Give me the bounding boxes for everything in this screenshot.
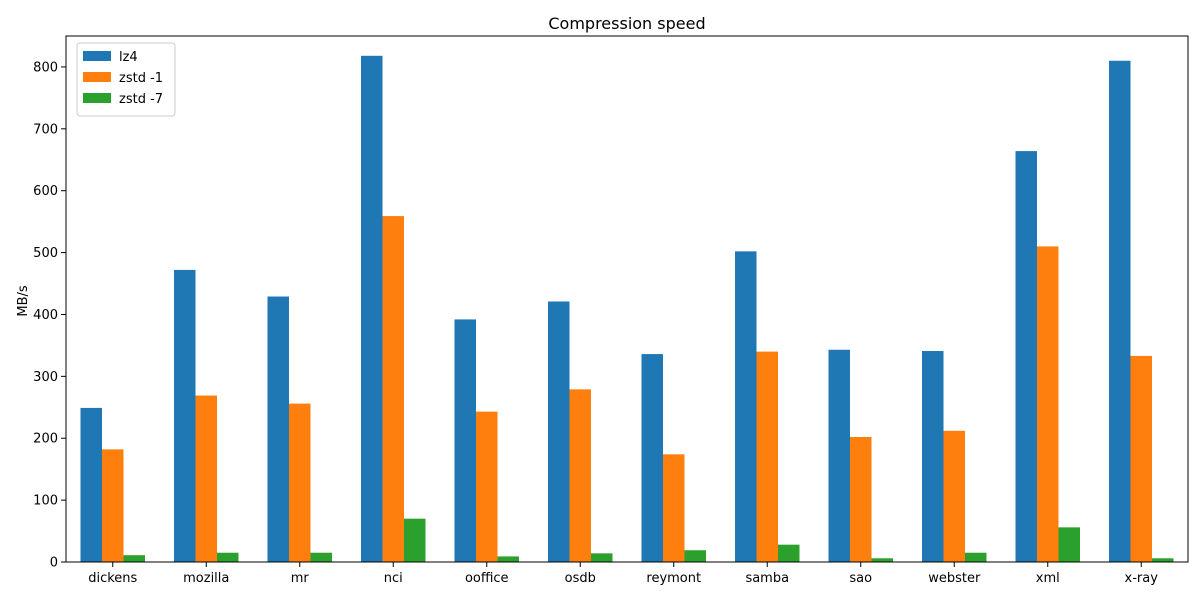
- bar-zstd1-sao: [850, 437, 872, 562]
- x-tick-label-ooffice: ooffice: [465, 571, 509, 586]
- chart-title: Compression speed: [548, 14, 705, 33]
- bar-zstd1-samba: [756, 351, 778, 562]
- bar-zstd1-osdb: [569, 389, 591, 562]
- bar-lz4-reymont: [641, 354, 663, 562]
- y-tick-label: 0: [50, 556, 58, 571]
- x-tick-label-mr: mr: [291, 571, 310, 586]
- x-tick-label-mozilla: mozilla: [183, 571, 229, 586]
- legend-label-zstd-1: zstd -1: [119, 71, 163, 86]
- bar-lz4-webster: [922, 350, 944, 562]
- y-tick-label: 700: [33, 122, 58, 137]
- y-tick-label: 500: [33, 246, 58, 261]
- x-tick-label-reymont: reymont: [646, 571, 701, 586]
- bar-lz4-xml: [1015, 151, 1037, 562]
- bar-zstd7-ooffice: [497, 556, 519, 562]
- bar-lz4-mr: [267, 296, 289, 562]
- bar-zstd7-sao: [871, 558, 893, 562]
- bar-zstd7-mr: [310, 552, 332, 562]
- bar-zstd1-ooffice: [476, 411, 498, 562]
- legend-label-lz4: lz4: [119, 50, 138, 65]
- x-tick-label-webster: webster: [928, 571, 981, 586]
- x-tick-label-xml: xml: [1036, 571, 1060, 586]
- bar-lz4-nci: [361, 55, 383, 563]
- legend-swatch-lz4: [83, 51, 111, 61]
- x-tick-label-osdb: osdb: [565, 571, 596, 586]
- x-tick-label-dickens: dickens: [88, 571, 137, 586]
- bar-lz4-sao: [828, 349, 850, 562]
- bar-zstd7-xml: [1058, 527, 1080, 562]
- bars-layer: [80, 55, 1174, 563]
- y-axis-title: MB/s: [16, 285, 31, 317]
- bar-zstd7-x-ray: [1152, 558, 1174, 562]
- bar-zstd1-mozilla: [195, 395, 217, 562]
- x-tick-label-sao: sao: [849, 571, 872, 586]
- bar-lz4-mozilla: [174, 269, 196, 562]
- axes-layer: 0 100 200 300 400 500 600 700 800 dickens mozilla m…: [33, 35, 1189, 586]
- bar-lz4-samba: [735, 251, 757, 562]
- bar-zstd7-nci: [404, 518, 426, 562]
- x-tick-label-nci: nci: [384, 571, 403, 586]
- bar-zstd1-xml: [1037, 246, 1059, 562]
- y-tick-label: 100: [33, 494, 58, 509]
- bar-zstd1-nci: [382, 216, 404, 562]
- y-tick-label: 200: [33, 432, 58, 447]
- bar-zstd7-samba: [778, 544, 800, 562]
- legend: lz4 zstd -1 zstd -7: [76, 42, 176, 117]
- bar-zstd7-dickens: [123, 555, 145, 562]
- bar-zstd7-webster: [965, 552, 987, 562]
- x-tick-label-x-ray: x-ray: [1125, 571, 1159, 586]
- bar-lz4-dickens: [80, 407, 102, 562]
- x-tick-label-samba: samba: [745, 571, 789, 586]
- bar-zstd1-mr: [289, 403, 311, 562]
- bar-zstd1-dickens: [102, 449, 124, 562]
- bar-lz4-osdb: [548, 301, 570, 562]
- bar-zstd7-osdb: [591, 553, 613, 562]
- bar-zstd7-mozilla: [217, 552, 239, 562]
- y-tick-label: 600: [33, 184, 58, 199]
- plot-frame: [65, 35, 1189, 563]
- bar-zstd1-reymont: [663, 454, 685, 562]
- y-tick-label: 400: [33, 308, 58, 323]
- legend-label-zstd-7: zstd -7: [119, 92, 163, 107]
- bar-zstd1-webster: [943, 430, 965, 562]
- bar-lz4-ooffice: [454, 319, 476, 562]
- bar-zstd1-x-ray: [1130, 355, 1152, 562]
- legend-swatch-zstd-7: [83, 93, 111, 103]
- legend-swatch-zstd-1: [83, 72, 111, 82]
- bar-lz4-x-ray: [1109, 60, 1131, 562]
- bar-zstd7-reymont: [684, 550, 706, 562]
- y-tick-label: 800: [33, 60, 58, 75]
- y-tick-label: 300: [33, 370, 58, 385]
